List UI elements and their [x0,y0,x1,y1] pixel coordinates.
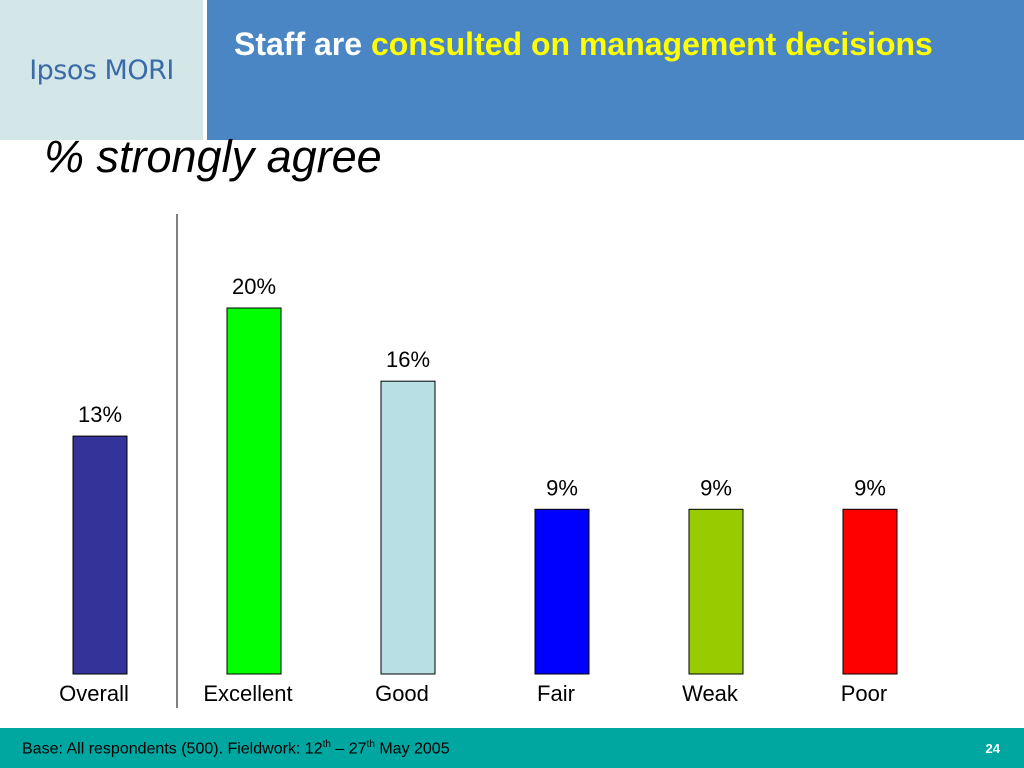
category-label-overall: Overall [59,681,129,706]
value-label-poor: 9% [854,475,886,500]
value-label-fair: 9% [546,475,578,500]
category-label-fair: Fair [537,681,575,706]
value-label-weak: 9% [700,475,732,500]
category-label-good: Good [375,681,429,706]
base-note: Base: All respondents (500). Fieldwork: … [22,739,450,758]
footer-bar: Base: All respondents (500). Fieldwork: … [0,728,1024,768]
base-note-part1: Base: All respondents (500). Fieldwork: … [22,740,323,758]
value-label-excellent: 20% [232,274,276,299]
bar-overall [72,435,128,675]
base-note-part3: May 2005 [374,740,450,758]
bar-poor [842,508,898,675]
chart-subtitle: % strongly agree [44,131,382,182]
category-label-weak: Weak [682,681,739,706]
bar-weak [688,508,744,675]
logo-panel: Ipsos MORI [0,0,203,140]
base-note-part2: – 27 [330,740,367,758]
title-highlight: consulted on management decisions [370,26,933,62]
bar-good [380,380,436,675]
header-divider [203,0,207,140]
category-label-poor: Poor [841,681,887,706]
base-note-sup1: th [322,739,331,750]
value-label-overall: 13% [78,402,122,427]
page-number: 24 [985,741,1000,756]
slide-title: Staff are consulted on management decisi… [234,24,994,64]
base-note-sup2: th [366,739,375,750]
value-label-good: 16% [386,347,430,372]
bar-fair [534,508,590,675]
title-plain: Staff are [234,26,371,62]
bar-excellent [226,307,282,675]
ipsos-mori-logo: Ipsos MORI [29,54,174,86]
category-label-excellent: Excellent [203,681,292,706]
header-bar: Staff are consulted on management decisi… [207,0,1024,140]
